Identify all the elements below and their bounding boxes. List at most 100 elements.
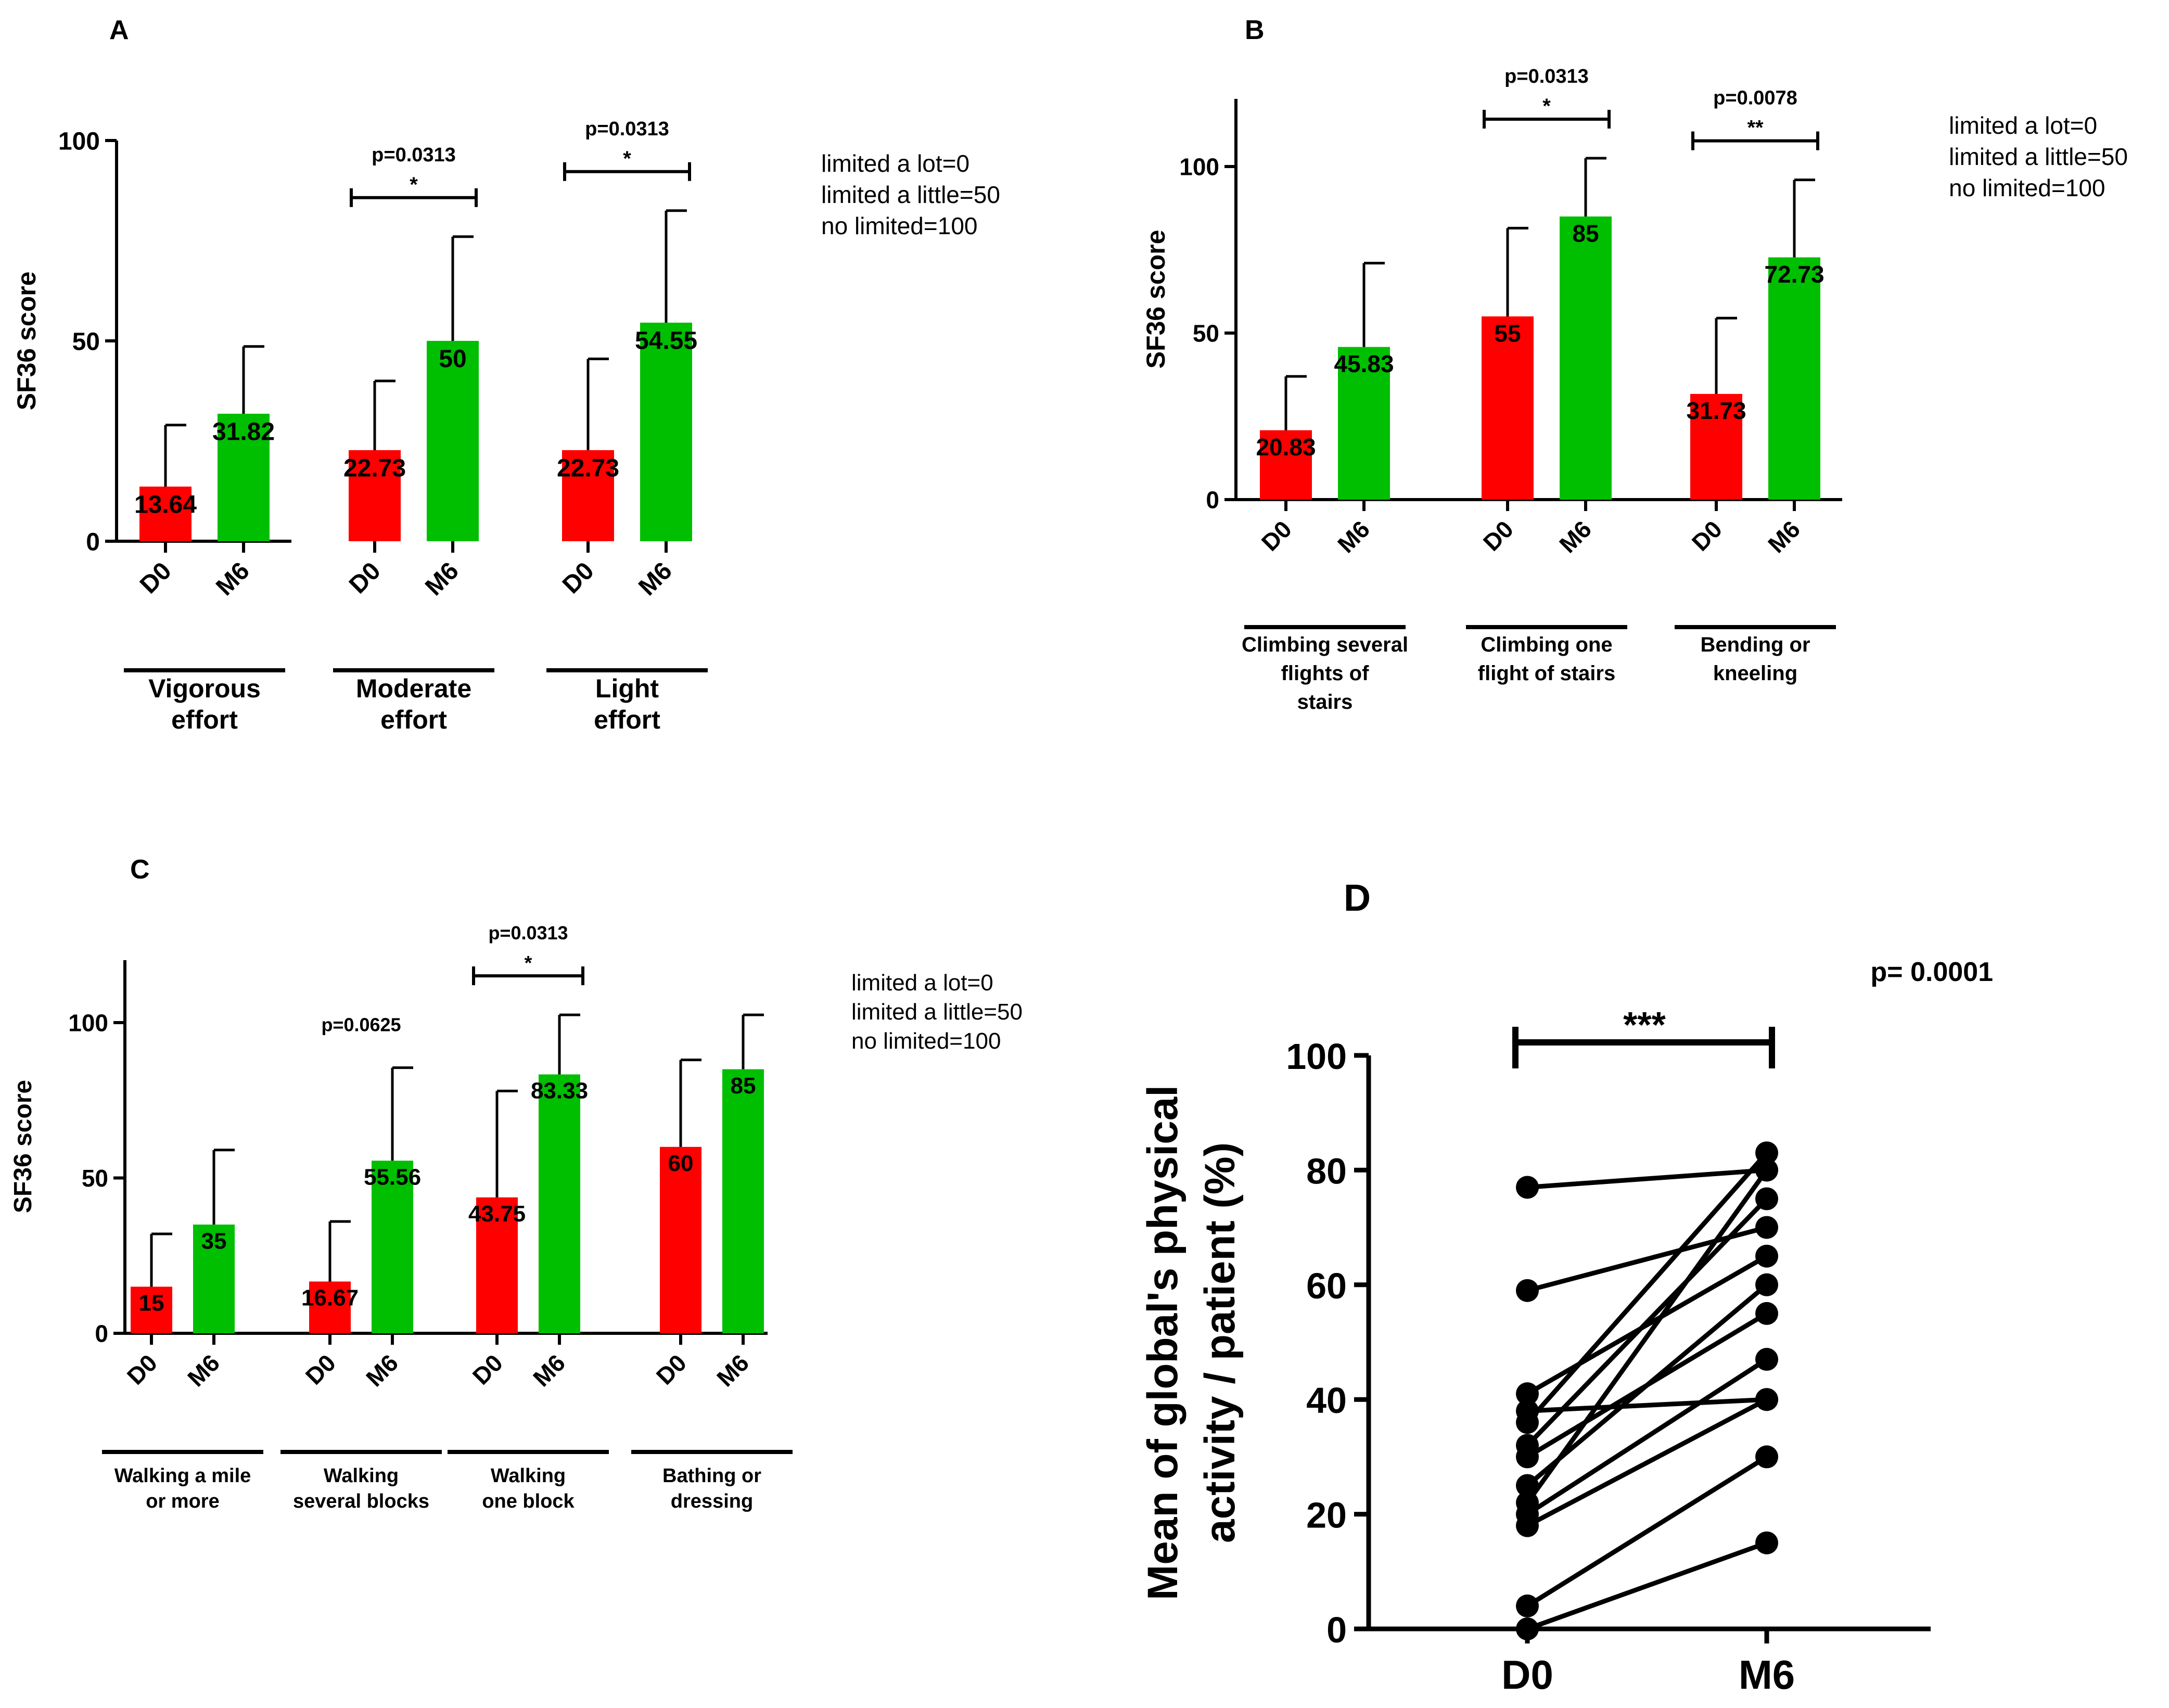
- bar-m6: [539, 1074, 580, 1333]
- group-label: several blocks: [293, 1490, 429, 1512]
- group-label: effort: [380, 705, 447, 734]
- point-d0: [1516, 1411, 1539, 1434]
- data-label: 45.83: [1334, 350, 1394, 377]
- y-tick-label: 20: [1306, 1495, 1347, 1536]
- legend-line: limited a lot=0: [1949, 112, 2097, 139]
- point-d0: [1516, 1445, 1539, 1469]
- bar-m6: [372, 1161, 413, 1333]
- sig-stars: ***: [1623, 1004, 1666, 1045]
- point-d0: [1516, 1279, 1539, 1302]
- y-tick-label: 40: [1306, 1380, 1347, 1421]
- group-label: dressing: [671, 1490, 753, 1512]
- bar-d0: [562, 450, 614, 541]
- group-label: Walking: [324, 1465, 399, 1487]
- point-m6: [1755, 1531, 1778, 1554]
- bar-m6: [193, 1225, 235, 1333]
- group-label: Climbing one: [1481, 633, 1612, 656]
- panel-label: D: [1344, 877, 1371, 919]
- group-label: Moderate: [356, 674, 471, 703]
- data-label: 43.75: [468, 1201, 526, 1227]
- point-d0: [1516, 1514, 1539, 1537]
- data-label: 83.33: [531, 1078, 588, 1104]
- x-tick-label: M6: [1739, 1652, 1795, 1698]
- p-value: p=0.0625: [321, 1014, 401, 1036]
- p-value: p=0.0313: [372, 144, 456, 166]
- sig-stars: *: [525, 952, 532, 974]
- group-label: stairs: [1297, 691, 1353, 713]
- legend-line: no limited=100: [851, 1028, 1001, 1054]
- point-m6: [1755, 1141, 1778, 1165]
- patient-line: [1525, 1168, 1769, 1505]
- point-m6: [1755, 1348, 1778, 1371]
- point-m6: [1755, 1187, 1778, 1210]
- data-label: 15: [139, 1291, 164, 1316]
- legend-line: limited a little=50: [821, 181, 1000, 208]
- patient-line: [1526, 1455, 1768, 1608]
- y-tick-label: 60: [1306, 1266, 1347, 1306]
- point-m6: [1755, 1388, 1778, 1411]
- patient-line: [1525, 1151, 1769, 1424]
- p-value: p= 0.0001: [1870, 957, 1993, 987]
- point-m6: [1755, 1158, 1778, 1182]
- y-tick-label: 0: [1326, 1610, 1347, 1650]
- group-label: flight of stairs: [1478, 662, 1615, 685]
- panel-d: Dp= 0.0001 0 20 40 60 80 100 Mean of global's p…: [1139, 877, 1993, 1698]
- y-tick-label: 50: [1193, 320, 1219, 347]
- data-label: 13.64: [134, 491, 197, 518]
- patient-line: [1527, 1167, 1767, 1190]
- data-label: 35: [201, 1228, 227, 1254]
- y-tick-label: 0: [95, 1320, 108, 1347]
- x-tick-label: D0: [1501, 1652, 1553, 1698]
- bar-m6: [640, 322, 692, 541]
- y-axis-label: activity / patient (%): [1196, 1142, 1244, 1543]
- p-value: p=0.0313: [1504, 66, 1589, 87]
- point-d0: [1516, 1474, 1539, 1497]
- patient-line: [1526, 1357, 1768, 1516]
- point-m6: [1755, 1273, 1778, 1296]
- y-tick-label: 100: [1286, 1036, 1347, 1077]
- data-label: 55: [1494, 320, 1521, 347]
- legend-line: limited a little=50: [851, 999, 1023, 1025]
- bar-m6: [218, 413, 270, 541]
- data-label: 31.73: [1686, 397, 1746, 424]
- data-label: 54.55: [635, 327, 697, 354]
- patient-line: [1526, 1397, 1768, 1528]
- point-d0: [1516, 1176, 1539, 1199]
- bar-d0: [131, 1286, 172, 1333]
- bar-d0: [1260, 430, 1312, 500]
- group-label: flights of: [1281, 662, 1370, 685]
- sig-stars: **: [1747, 117, 1764, 139]
- y-tick-label: 100: [68, 1010, 108, 1037]
- y-tick-label: 80: [1306, 1151, 1347, 1191]
- data-label: 16.67: [301, 1285, 359, 1311]
- y-axis-label: SF36 score: [1141, 230, 1170, 369]
- point-m6: [1755, 1244, 1778, 1268]
- sig-stars: *: [1542, 95, 1551, 118]
- point-m6: [1755, 1302, 1778, 1325]
- patient-line: [1525, 1197, 1769, 1447]
- legend-line: limited a lot=0: [851, 970, 993, 996]
- bar-d0: [139, 486, 192, 541]
- bar-d0: [349, 450, 401, 541]
- legend-line: no limited=100: [1949, 174, 2105, 201]
- data-label: 72.73: [1764, 261, 1824, 288]
- group-label: Walking: [491, 1465, 566, 1487]
- bar-d0: [309, 1281, 351, 1333]
- data-label: 60: [668, 1151, 694, 1176]
- p-value: p=0.0313: [488, 922, 568, 944]
- group-label: or more: [146, 1490, 219, 1512]
- group-label: Bathing or: [662, 1465, 761, 1487]
- y-axis-label: SF36 score: [12, 272, 41, 411]
- point-d0: [1516, 1594, 1539, 1617]
- y-axis-label: SF36 score: [9, 1080, 37, 1213]
- group-label: Vigorous: [148, 674, 261, 703]
- group-label: effort: [594, 705, 660, 734]
- group-label: Climbing several: [1242, 633, 1408, 656]
- sig-stars: *: [623, 147, 631, 170]
- point-m6: [1755, 1445, 1778, 1469]
- panel-label: A: [109, 15, 129, 45]
- point-d0: [1516, 1617, 1539, 1640]
